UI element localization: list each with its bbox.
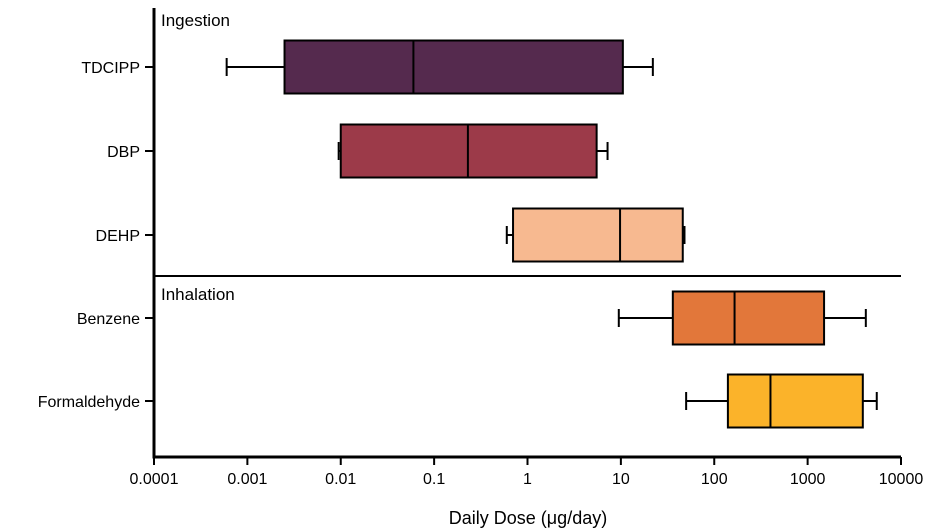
category-label: TDCIPP bbox=[81, 60, 140, 77]
x-tick-label: 0.001 bbox=[227, 471, 267, 488]
box-benzene bbox=[617, 290, 867, 346]
x-tick-label: 1 bbox=[523, 471, 532, 488]
box-formaldehyde bbox=[685, 373, 878, 429]
box-iqr bbox=[512, 207, 684, 263]
group-label: Inhalation bbox=[161, 285, 235, 304]
x-axis-title: Daily Dose (μg/day) bbox=[449, 508, 607, 528]
x-tick-label: 10000 bbox=[879, 471, 924, 488]
group-label: Ingestion bbox=[161, 11, 230, 30]
box-iqr bbox=[671, 290, 826, 346]
boxes bbox=[225, 39, 878, 429]
box-tdcipp bbox=[225, 39, 654, 95]
category-label: DBP bbox=[107, 144, 140, 161]
x-tick-label: 10 bbox=[612, 471, 630, 488]
box-dbp bbox=[337, 123, 609, 179]
category-label: Benzene bbox=[77, 311, 140, 328]
box-dehp bbox=[505, 207, 686, 263]
box-iqr bbox=[283, 39, 624, 95]
category-label: Formaldehyde bbox=[38, 394, 140, 411]
box-iqr bbox=[726, 373, 864, 429]
x-tick-label: 100 bbox=[701, 471, 728, 488]
x-tick-label: 0.01 bbox=[325, 471, 356, 488]
x-tick-label: 1000 bbox=[790, 471, 826, 488]
x-tick-label: 0.0001 bbox=[130, 471, 179, 488]
x-tick-label: 0.1 bbox=[423, 471, 445, 488]
category-label: DEHP bbox=[96, 228, 140, 245]
axes: 0.0001 0.001 0.01 0.1 1 10 100 1000 10000 bbox=[130, 8, 924, 488]
labels: Ingestion TDCIPP DBP DEHP Inhalation Benzene F… bbox=[38, 11, 235, 411]
